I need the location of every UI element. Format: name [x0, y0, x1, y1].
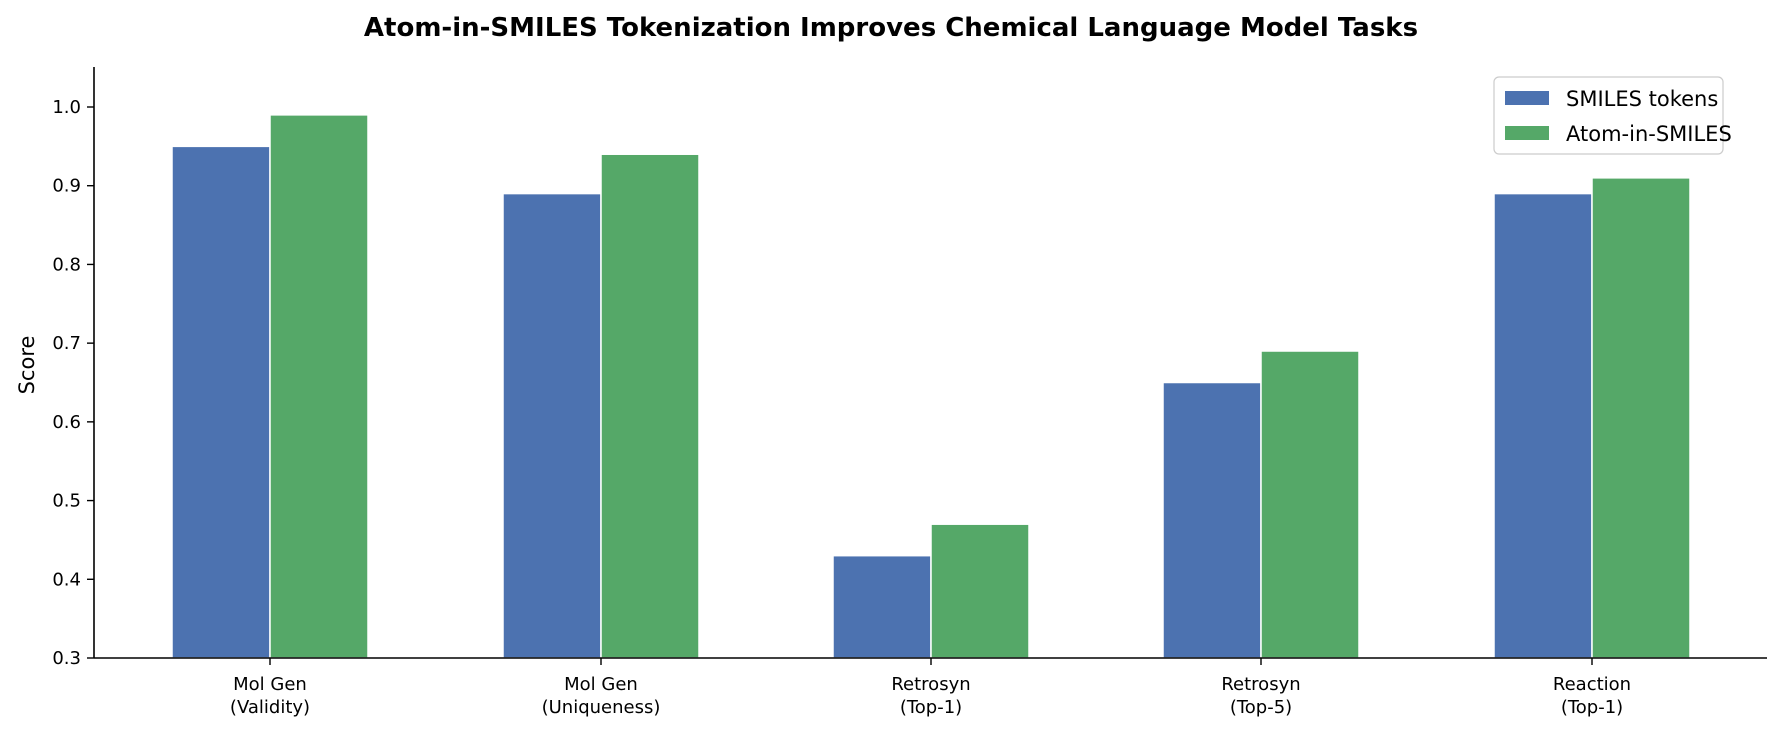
bar-atom-in-smiles-1 [600, 153, 700, 659]
legend: SMILES tokens Atom-in-SMILES [1493, 76, 1732, 155]
legend-frame [1493, 76, 1724, 155]
x-category-label: (Top-1) [1561, 697, 1623, 718]
legend-swatch-atom-in-smiles [1505, 126, 1549, 140]
bar-smiles-tokens-1 [502, 192, 602, 659]
x-category-label: Mol Gen [233, 674, 307, 695]
bar-atom-in-smiles-4 [1591, 177, 1691, 659]
bar-smiles-tokens-0 [171, 145, 271, 659]
x-category-label: Retrosyn [1221, 674, 1300, 695]
bar-atom-in-smiles-2 [930, 523, 1030, 659]
y-tick-label: 0.8 [52, 254, 81, 275]
x-category-label: (Validity) [230, 697, 310, 718]
x-category-label: Reaction [1553, 674, 1631, 695]
y-tick-label: 0.7 [52, 333, 81, 354]
x-category-label: (Top-5) [1230, 697, 1292, 718]
x-category-label: Retrosyn [891, 674, 970, 695]
y-tick-label: 0.6 [52, 412, 81, 433]
legend-label-smiles-tokens: SMILES tokens [1566, 87, 1718, 111]
bars-group [171, 114, 1691, 659]
legend-swatch-smiles-tokens [1505, 91, 1549, 105]
bar-atom-in-smiles-0 [269, 114, 369, 659]
x-ticks: Mol Gen(Validity)Mol Gen(Uniqueness)Retr… [230, 658, 1631, 718]
y-tick-label: 0.9 [52, 176, 81, 197]
x-category-label: (Uniqueness) [542, 697, 661, 718]
bar-smiles-tokens-4 [1493, 192, 1593, 659]
y-tick-label: 1.0 [52, 97, 81, 118]
bar-smiles-tokens-3 [1162, 381, 1262, 659]
bar-smiles-tokens-2 [832, 554, 932, 659]
x-category-label: (Top-1) [900, 697, 962, 718]
y-axis-label: Score [15, 336, 39, 395]
x-category-label: Mol Gen [564, 674, 638, 695]
chart-title: Atom-in-SMILES Tokenization Improves Che… [364, 13, 1418, 43]
y-tick-label: 0.4 [52, 569, 81, 590]
y-ticks: 0.3 0.4 0.5 0.6 0.7 0.8 0.9 1.0 [52, 97, 94, 669]
legend-label-atom-in-smiles: Atom-in-SMILES [1566, 122, 1732, 146]
y-tick-label: 0.3 [52, 648, 81, 669]
y-tick-label: 0.5 [52, 491, 81, 512]
bar-atom-in-smiles-3 [1260, 350, 1360, 659]
